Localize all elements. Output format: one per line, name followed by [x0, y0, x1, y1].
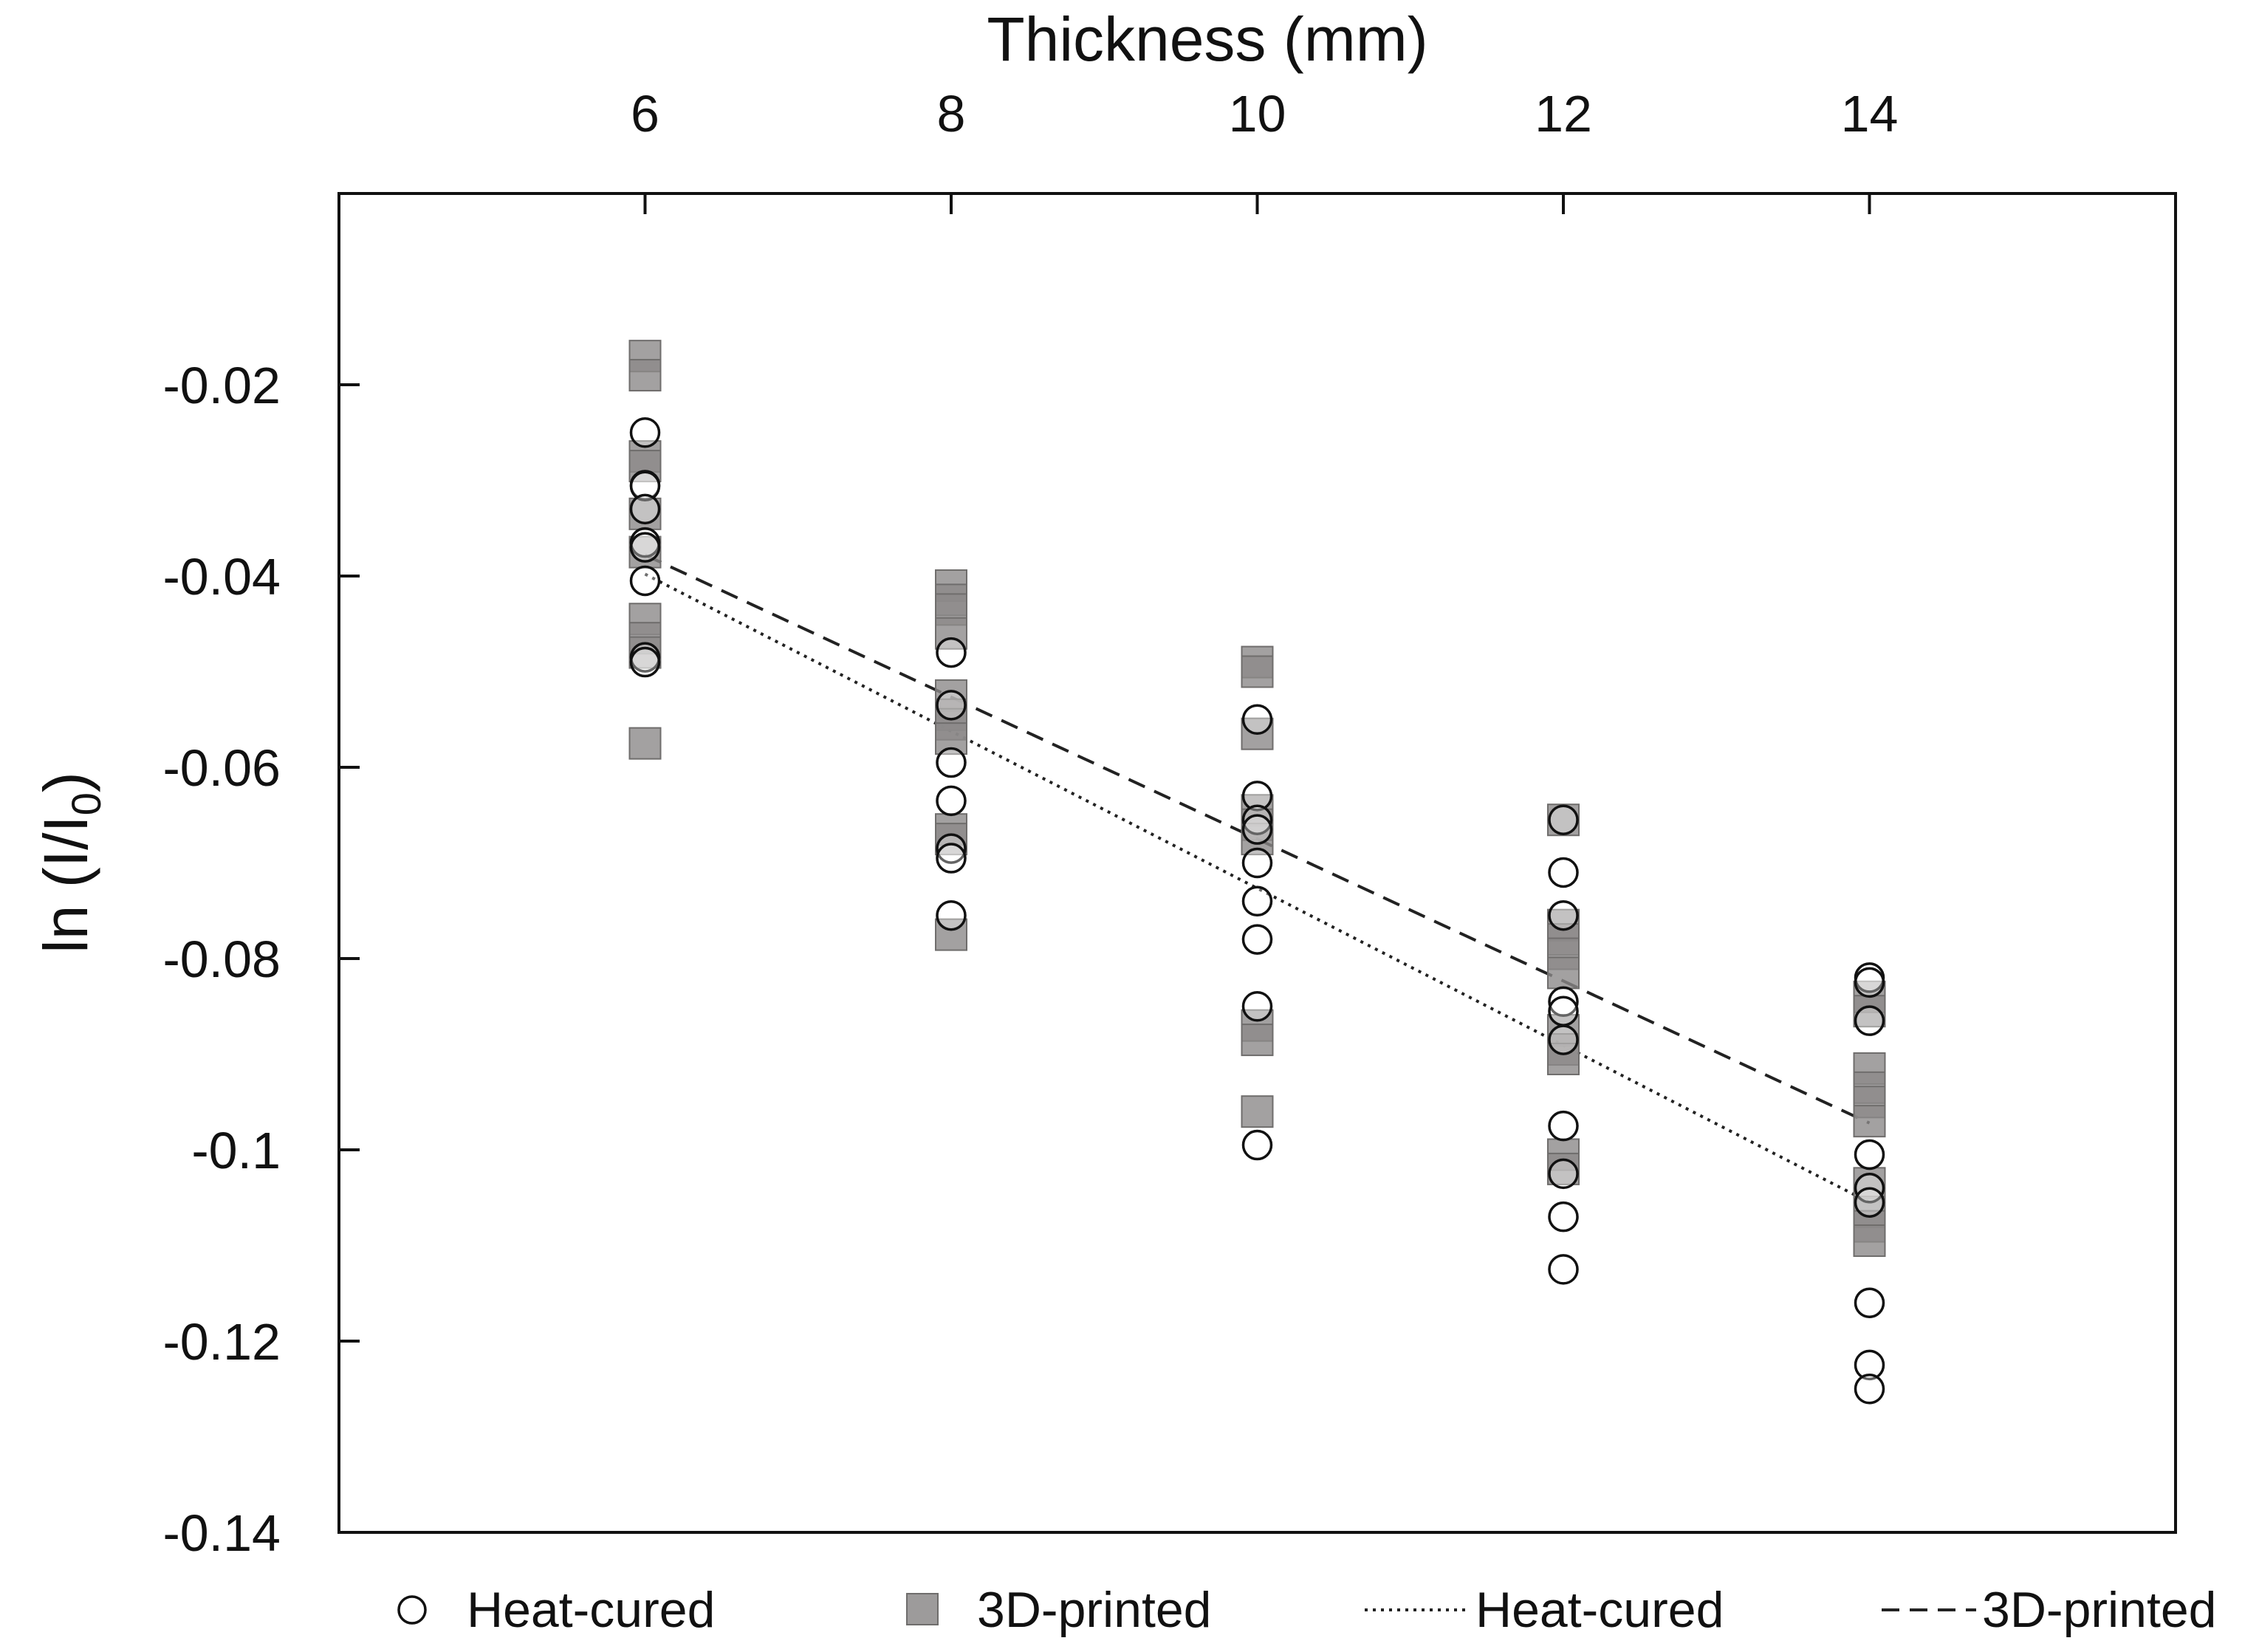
point-heat-cured-18	[1241, 804, 1273, 835]
point-heat-cured-19	[1241, 814, 1273, 845]
fit-line-dotted	[644, 572, 1871, 1204]
point-heat-cured-5	[629, 532, 661, 563]
point-3d-printed-1	[628, 359, 662, 392]
point-heat-cured-12	[936, 785, 967, 817]
x-tick-label-14: 14	[1841, 85, 1899, 143]
point-heat-cured-3	[629, 493, 661, 525]
point-heat-cured-9	[936, 637, 967, 668]
y-tick-label-5: -0.12	[162, 1313, 281, 1371]
point-heat-cured-22	[1241, 924, 1273, 955]
point-heat-cured-2	[629, 470, 661, 502]
point-heat-cured-42	[1854, 1349, 1885, 1381]
legend-label-heat-cured-line: Heat-cured	[1475, 1582, 1724, 1638]
point-heat-cured-24	[1241, 1129, 1273, 1161]
point-heat-cured-37	[1854, 1005, 1885, 1036]
point-3d-printed-49	[1853, 1224, 1886, 1258]
point-heat-cured-0	[629, 417, 661, 448]
y-tick-label-3: -0.08	[162, 930, 281, 988]
y-axis-title-subscript: 0	[63, 792, 109, 815]
point-heat-cured-14	[936, 843, 967, 874]
point-heat-cured-11	[936, 747, 967, 778]
y-tick-label-0: -0.02	[162, 357, 281, 414]
legend-label-heat-cured-points: Heat-cured	[467, 1582, 715, 1638]
point-heat-cured-16	[1241, 704, 1273, 735]
legend-label-3d-printed-line: 3D-printed	[1982, 1582, 2217, 1638]
point-3d-printed-9	[628, 727, 662, 760]
y-axis-title-close: )	[31, 772, 100, 792]
point-3d-printed-22	[1241, 655, 1274, 688]
point-heat-cured-29	[1548, 995, 1579, 1026]
plot-area	[337, 192, 2177, 1534]
point-heat-cured-23	[1241, 991, 1273, 1022]
point-heat-cured-20	[1241, 847, 1273, 879]
x-tick-label-8: 8	[937, 85, 966, 143]
point-heat-cured-15	[936, 899, 967, 931]
point-heat-cured-10	[936, 690, 967, 721]
point-heat-cured-27	[1548, 899, 1579, 931]
x-axis-title: Thickness (mm)	[987, 4, 1427, 74]
point-heat-cured-21	[1241, 885, 1273, 917]
point-heat-cured-31	[1548, 1110, 1579, 1142]
y-axis-title: ln (I/I0)	[31, 772, 109, 953]
point-heat-cured-40	[1854, 1187, 1885, 1218]
y-tick-label-1: -0.04	[162, 548, 281, 606]
legend-marker-3d-printed-points	[906, 1593, 939, 1625]
legend-label-3d-printed-points: 3D-printed	[977, 1582, 1212, 1638]
x-tick-label-10: 10	[1229, 85, 1286, 143]
point-3d-printed-39	[1547, 1152, 1580, 1185]
legend: Heat-cured 3D-printed Heat-cured 3D-prin…	[397, 1582, 2217, 1638]
point-heat-cured-38	[1854, 1139, 1885, 1171]
series-heat-cured-points	[629, 417, 1885, 1405]
legend-marker-heat-cured-points	[397, 1595, 427, 1625]
point-3d-printed-34	[1547, 956, 1580, 990]
y-tick-label-4: -0.1	[191, 1122, 281, 1179]
point-heat-cured-17	[1241, 781, 1273, 812]
point-heat-cured-36	[1854, 967, 1885, 998]
point-3d-printed-29	[1241, 1095, 1274, 1128]
point-3d-printed-28	[1241, 1024, 1274, 1057]
point-heat-cured-25	[1548, 804, 1579, 835]
y-axis: -0.02 -0.04 -0.06 -0.08 -0.1 -0.12 -0.14	[162, 357, 360, 1562]
point-heat-cured-28	[1548, 986, 1579, 1018]
point-heat-cured-30	[1548, 1024, 1579, 1055]
x-tick-label-6: 6	[631, 85, 659, 143]
y-tick-label-2: -0.06	[162, 739, 281, 797]
x-axis: 6 8 10 12 14	[631, 85, 1898, 214]
point-heat-cured-26	[1548, 857, 1579, 888]
point-heat-cured-41	[1854, 1287, 1885, 1318]
point-heat-cured-32	[1548, 1158, 1579, 1190]
point-heat-cured-34	[1548, 1254, 1579, 1285]
x-tick-label-12: 12	[1535, 85, 1592, 143]
y-tick-label-6: -0.14	[162, 1504, 281, 1562]
point-heat-cured-33	[1548, 1201, 1579, 1233]
point-heat-cured-8	[629, 646, 661, 678]
point-3d-printed-45	[1853, 1105, 1886, 1138]
point-heat-cured-13	[936, 833, 967, 864]
point-heat-cured-43	[1854, 1374, 1885, 1405]
point-heat-cured-6	[629, 565, 661, 597]
y-axis-title-main: ln (I/I	[31, 815, 100, 953]
